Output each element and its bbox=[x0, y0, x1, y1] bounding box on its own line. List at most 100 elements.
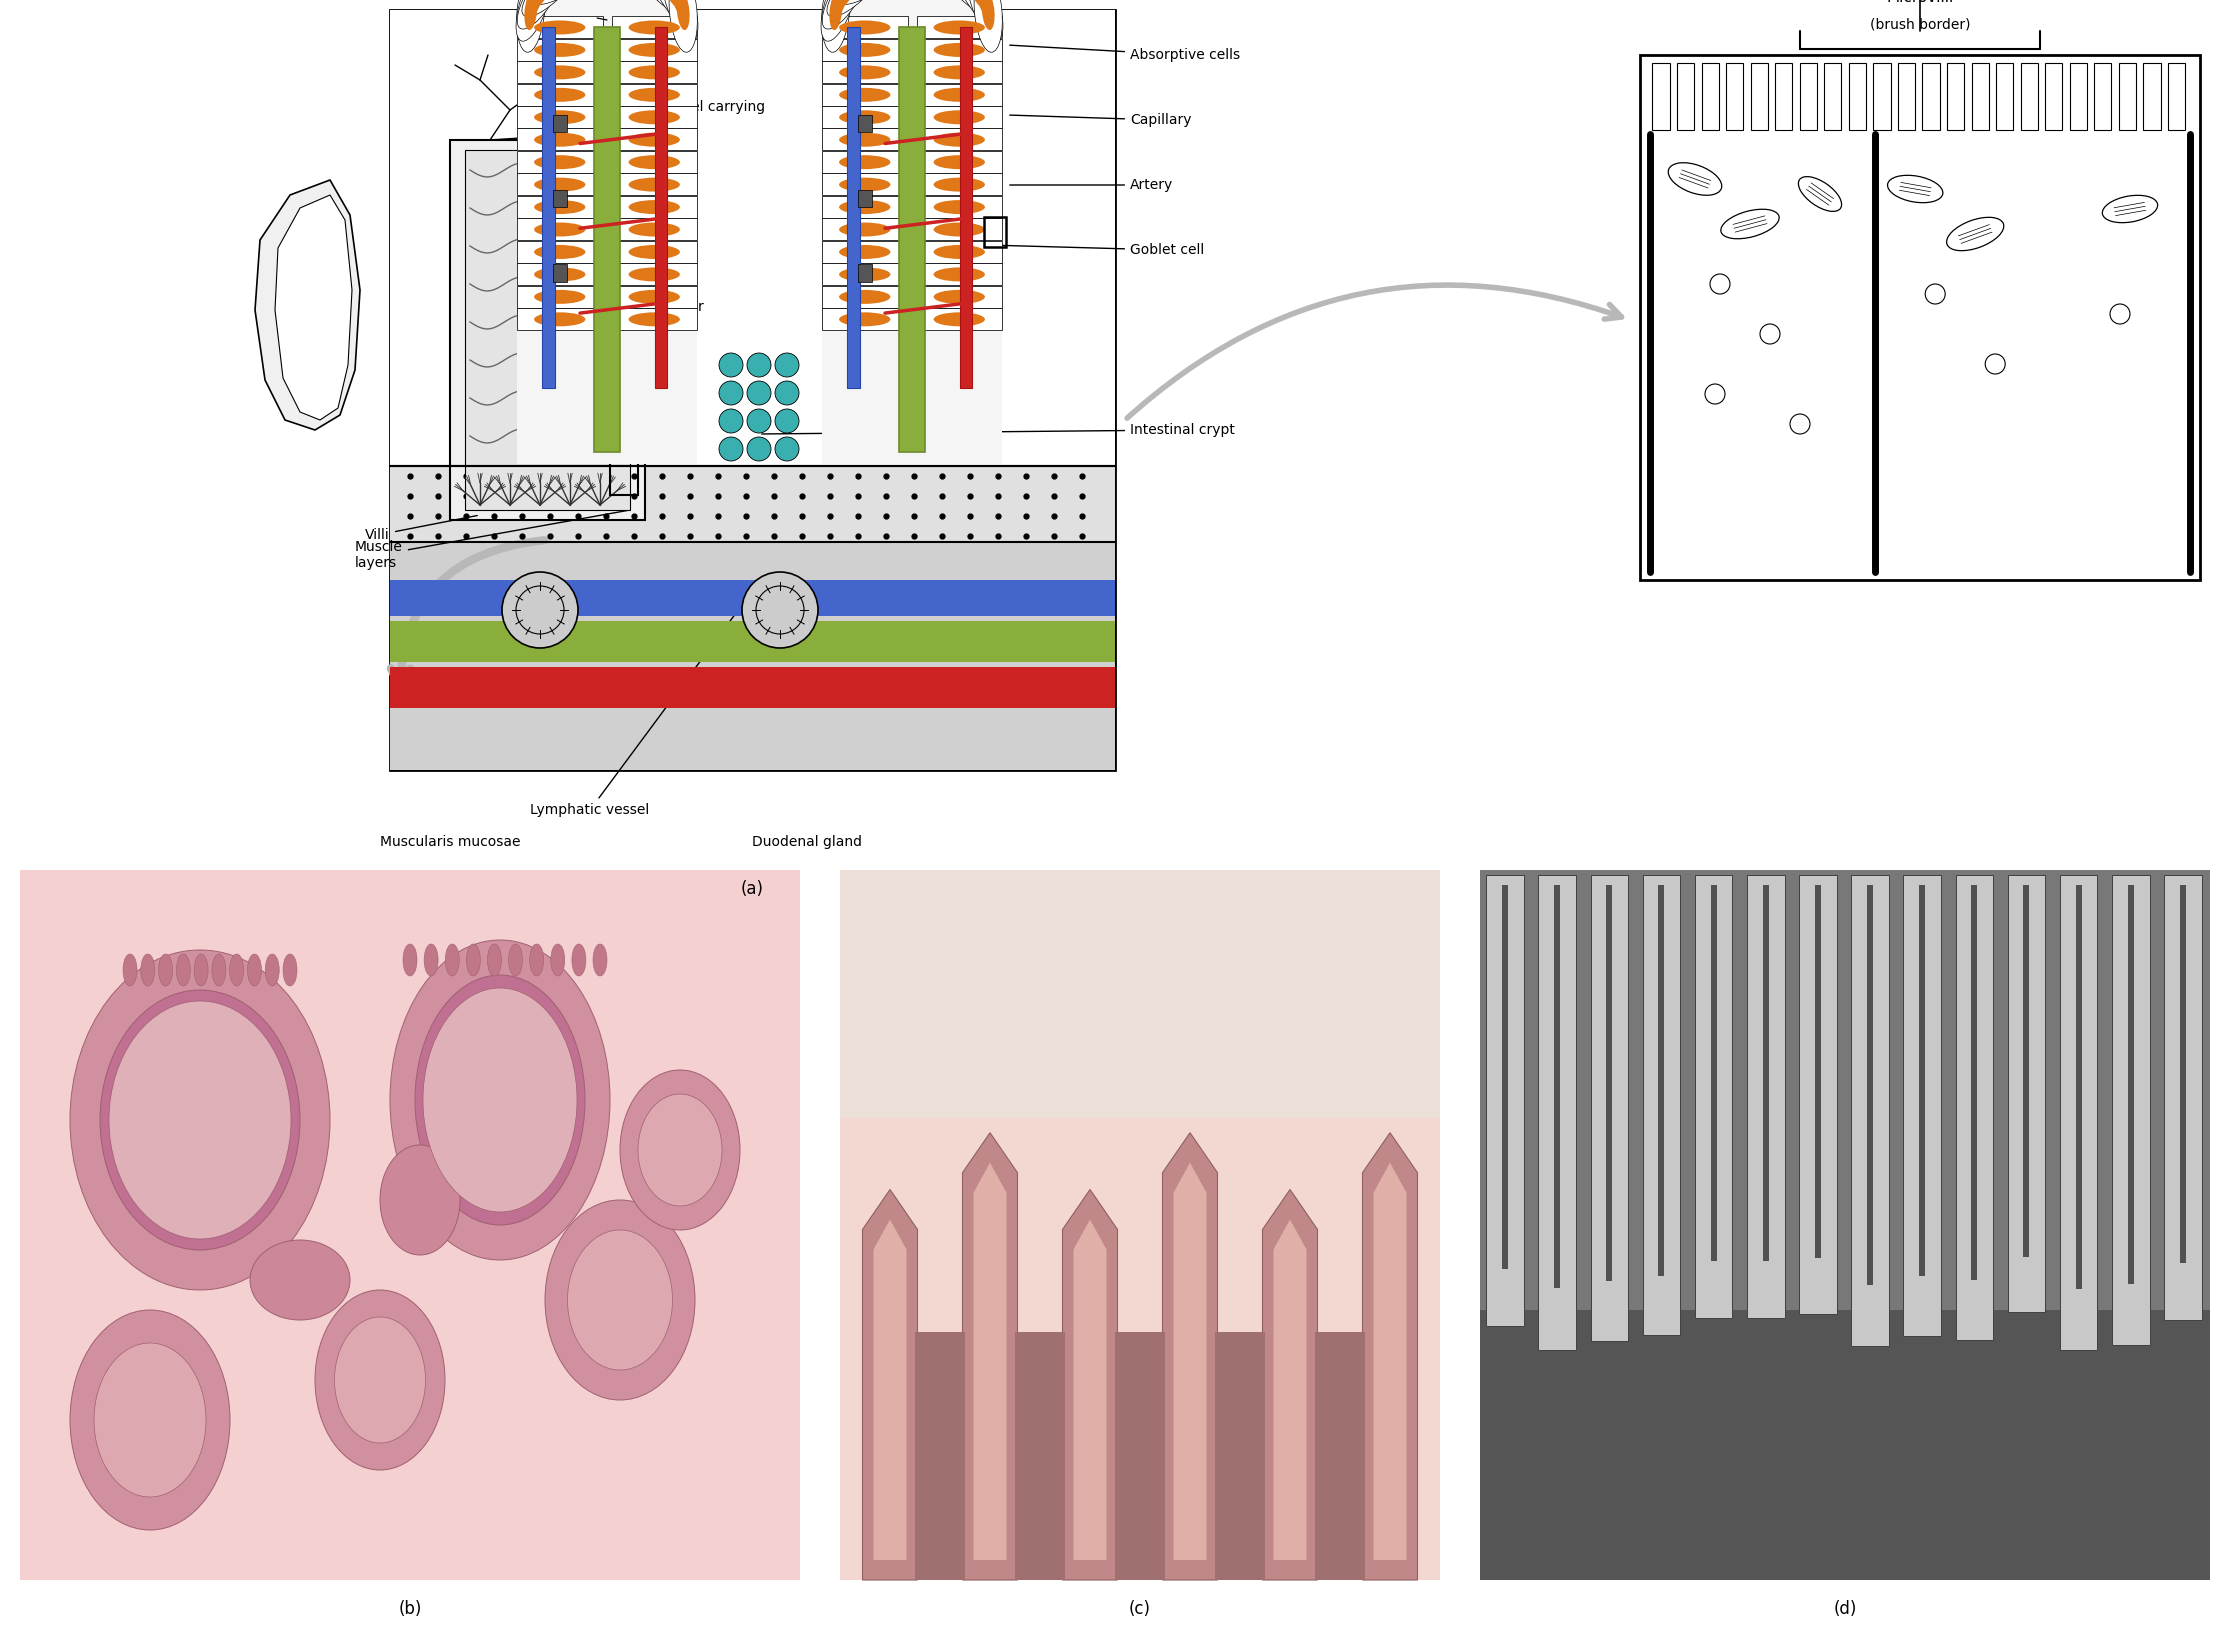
Bar bbox=[518, 263, 602, 284]
Ellipse shape bbox=[839, 20, 890, 35]
Circle shape bbox=[747, 381, 772, 404]
Ellipse shape bbox=[638, 1093, 723, 1207]
Bar bbox=[821, 240, 908, 263]
Bar bbox=[1702, 62, 1718, 130]
Bar bbox=[1479, 870, 2211, 1580]
Ellipse shape bbox=[821, 0, 850, 53]
Bar bbox=[1539, 875, 1575, 1350]
Bar bbox=[1696, 875, 1731, 1318]
Bar bbox=[984, 217, 1006, 247]
Ellipse shape bbox=[839, 87, 890, 102]
Bar bbox=[917, 128, 1002, 151]
Ellipse shape bbox=[515, 0, 553, 41]
Ellipse shape bbox=[933, 155, 984, 169]
Text: (b): (b) bbox=[399, 1600, 422, 1618]
Bar bbox=[917, 307, 1002, 330]
Ellipse shape bbox=[937, 0, 997, 16]
Text: Duodenal gland: Duodenal gland bbox=[752, 835, 863, 848]
Bar bbox=[1727, 62, 1742, 130]
Bar bbox=[1591, 875, 1629, 1342]
Ellipse shape bbox=[415, 975, 585, 1225]
Circle shape bbox=[774, 381, 799, 404]
Ellipse shape bbox=[544, 1200, 696, 1401]
Ellipse shape bbox=[933, 66, 984, 79]
Ellipse shape bbox=[1887, 176, 1943, 202]
Ellipse shape bbox=[933, 268, 984, 281]
Bar bbox=[390, 10, 1116, 769]
Polygon shape bbox=[973, 1162, 1006, 1560]
Ellipse shape bbox=[518, 0, 567, 30]
Ellipse shape bbox=[230, 954, 243, 986]
Ellipse shape bbox=[404, 944, 417, 977]
Bar bbox=[1751, 62, 1767, 130]
Bar bbox=[821, 107, 908, 128]
Bar bbox=[2046, 62, 2061, 130]
Bar bbox=[2059, 875, 2097, 1350]
Polygon shape bbox=[1162, 1133, 1218, 1580]
Bar bbox=[857, 265, 872, 281]
Ellipse shape bbox=[953, 0, 1002, 30]
Bar bbox=[2008, 875, 2046, 1312]
Polygon shape bbox=[875, 1220, 906, 1560]
Bar bbox=[1678, 62, 1693, 130]
Ellipse shape bbox=[533, 66, 585, 79]
Bar bbox=[2119, 62, 2135, 130]
Bar bbox=[518, 219, 602, 240]
Bar bbox=[1798, 875, 1836, 1314]
Bar bbox=[390, 580, 1116, 616]
Ellipse shape bbox=[933, 245, 984, 260]
Bar bbox=[1479, 1310, 2211, 1580]
Bar bbox=[1899, 62, 1914, 130]
Bar bbox=[821, 128, 908, 151]
Ellipse shape bbox=[834, 0, 906, 5]
Bar bbox=[518, 286, 602, 307]
Circle shape bbox=[747, 353, 772, 376]
Ellipse shape bbox=[486, 944, 502, 977]
Ellipse shape bbox=[629, 87, 680, 102]
Bar bbox=[821, 219, 908, 240]
Ellipse shape bbox=[533, 289, 585, 304]
Ellipse shape bbox=[529, 944, 544, 977]
Circle shape bbox=[747, 437, 772, 460]
Ellipse shape bbox=[839, 133, 890, 146]
Ellipse shape bbox=[335, 1317, 426, 1443]
Ellipse shape bbox=[977, 0, 993, 20]
Ellipse shape bbox=[531, 0, 553, 10]
Ellipse shape bbox=[533, 87, 585, 102]
Bar bbox=[518, 84, 602, 105]
Ellipse shape bbox=[933, 289, 984, 304]
Bar bbox=[917, 196, 1002, 217]
Text: Intestinal crypt: Intestinal crypt bbox=[761, 423, 1236, 437]
Ellipse shape bbox=[933, 43, 984, 58]
Ellipse shape bbox=[1948, 217, 2003, 250]
Ellipse shape bbox=[663, 0, 698, 41]
Bar bbox=[917, 16, 1002, 38]
Ellipse shape bbox=[69, 1310, 230, 1531]
Bar bbox=[2021, 62, 2037, 130]
Ellipse shape bbox=[158, 954, 172, 986]
Ellipse shape bbox=[446, 944, 460, 977]
Bar bbox=[390, 10, 1116, 465]
Bar bbox=[1658, 884, 1664, 1276]
Ellipse shape bbox=[933, 312, 984, 326]
Bar bbox=[611, 107, 696, 128]
Bar bbox=[611, 16, 696, 38]
Ellipse shape bbox=[649, 0, 696, 30]
Bar bbox=[821, 307, 908, 330]
Bar bbox=[1874, 62, 1890, 130]
Bar bbox=[390, 465, 1116, 543]
Bar bbox=[611, 196, 696, 217]
Ellipse shape bbox=[524, 0, 538, 30]
Ellipse shape bbox=[839, 222, 890, 237]
Ellipse shape bbox=[533, 155, 585, 169]
Bar bbox=[1852, 875, 1890, 1346]
Bar bbox=[1501, 884, 1508, 1269]
Text: Lymphatic vessel: Lymphatic vessel bbox=[531, 584, 756, 817]
Ellipse shape bbox=[176, 954, 190, 986]
Text: Muscularis mucosae: Muscularis mucosae bbox=[379, 835, 520, 848]
Bar bbox=[821, 196, 908, 217]
Bar bbox=[1711, 884, 1716, 1261]
Bar bbox=[390, 543, 1116, 769]
Ellipse shape bbox=[839, 268, 890, 281]
Text: Goblet cell: Goblet cell bbox=[991, 243, 1205, 256]
